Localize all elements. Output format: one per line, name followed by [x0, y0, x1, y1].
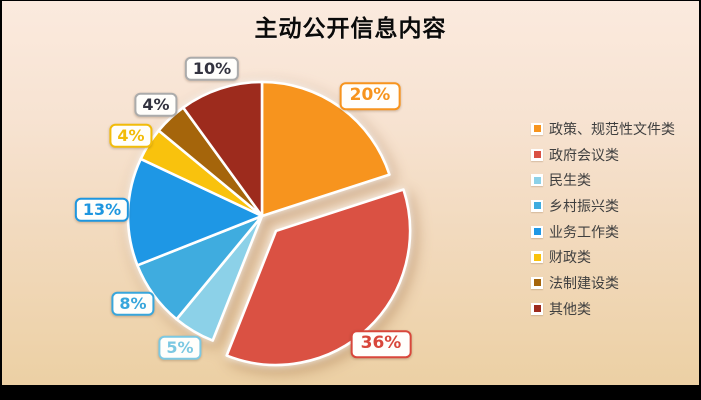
legend-label: 其他类 — [549, 300, 591, 317]
percent-label-6: 4% — [109, 123, 153, 149]
legend-swatch-icon — [531, 174, 543, 187]
legend-item-5: 业务工作类 — [531, 219, 675, 245]
legend-swatch-icon — [531, 276, 543, 289]
percent-label-4: 8% — [111, 291, 155, 317]
legend-item-6: 财政类 — [531, 244, 675, 270]
legend-item-8: 其他类 — [531, 296, 675, 322]
legend-swatch-icon — [531, 225, 543, 238]
chart-legend: 政策、规范性文件类 政府会议类民生类乡村振兴类业务工作类财政类法制建设类其他类 — [531, 116, 675, 322]
legend-label: 业务工作类 — [549, 223, 619, 240]
chart-title: 主动公开信息内容 — [254, 15, 447, 41]
percent-label-8: 10% — [184, 56, 240, 82]
legend-label: 政策、规范性文件类 — [549, 120, 675, 137]
legend-label: 民生类 — [549, 172, 591, 189]
percent-label-2: 36% — [350, 330, 412, 358]
legend-swatch-icon — [531, 302, 543, 315]
percent-label-3: 5% — [158, 335, 202, 361]
legend-label: 财政类 — [549, 249, 591, 266]
legend-swatch-icon — [531, 148, 543, 161]
legend-item-7: 法制建设类 — [531, 270, 675, 296]
legend-swatch-icon — [531, 199, 543, 212]
pie-slice-2 — [225, 188, 412, 367]
legend-label: 乡村振兴类 — [549, 197, 619, 214]
legend-item-3: 民生类 — [531, 167, 675, 193]
percent-label-7: 4% — [134, 92, 178, 118]
legend-item-1: 政策、规范性文件类 — [531, 116, 675, 142]
percent-label-1: 20% — [339, 82, 401, 110]
legend-item-2: 政府会议类 — [531, 142, 675, 168]
legend-label: 法制建设类 — [549, 274, 619, 291]
legend-item-4: 乡村振兴类 — [531, 193, 675, 219]
legend-label: 政府会议类 — [549, 146, 619, 163]
legend-swatch-icon — [531, 251, 543, 264]
pie-slice-8 — [181, 80, 264, 218]
percent-label-5: 13% — [74, 197, 130, 223]
legend-swatch-icon — [531, 122, 543, 135]
